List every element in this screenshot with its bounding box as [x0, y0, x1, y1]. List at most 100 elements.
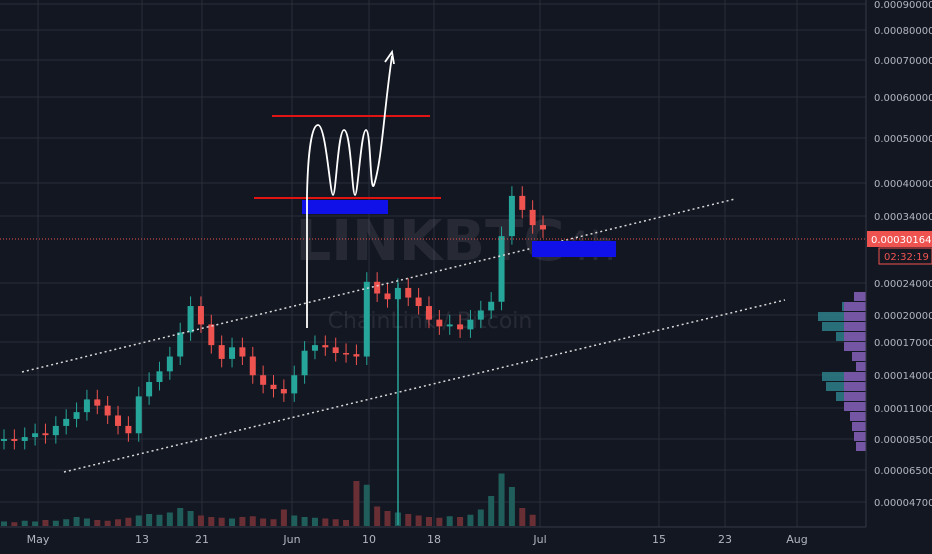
volume-bar — [436, 517, 443, 526]
volume-bar — [519, 508, 526, 526]
candle-body — [156, 371, 163, 383]
candle-body — [384, 293, 391, 300]
volume-bar — [343, 520, 350, 526]
drawings[interactable] — [0, 49, 866, 473]
candle-body — [405, 287, 412, 298]
y-tick-label: 0.00006500 — [874, 466, 932, 477]
volume-bar — [280, 509, 287, 526]
candle-body — [291, 375, 298, 394]
volume-bar — [291, 515, 298, 526]
volume-bar — [73, 517, 80, 526]
volume-bar — [83, 518, 90, 526]
volume-bar — [115, 519, 122, 526]
candles — [1, 186, 546, 525]
y-tick-label: 0.00008500 — [874, 435, 932, 446]
volume-bar — [218, 517, 225, 526]
volume-bar — [446, 516, 453, 526]
profile-bar-va — [844, 332, 866, 341]
volume-bar — [363, 484, 370, 526]
volume-bar — [146, 514, 153, 526]
candle-body — [239, 347, 246, 357]
candle-body — [63, 418, 70, 426]
profile-bar-va — [854, 432, 866, 441]
candle-body — [166, 356, 173, 372]
volume-bar — [457, 517, 464, 526]
volume-bar — [384, 511, 391, 526]
candle-body — [488, 301, 495, 311]
profile-bar-va — [854, 292, 866, 301]
candle-body — [73, 412, 80, 419]
retest-zone[interactable] — [532, 241, 616, 257]
profile-bar-va — [852, 352, 866, 361]
x-tick-label: Jun — [282, 533, 300, 546]
candle-body — [343, 353, 350, 355]
price-axis-bg — [866, 0, 932, 550]
price-axis[interactable]: 0.00090000 0.00080000 0.00070000 0.00060000… — [865, 0, 932, 550]
candle-body — [540, 225, 546, 230]
candle-body — [498, 236, 505, 302]
candle-body — [135, 396, 142, 434]
candle-body — [508, 195, 515, 237]
grid-lines — [0, 0, 866, 527]
candle-body — [311, 345, 318, 351]
channel-lower-line[interactable] — [63, 299, 786, 473]
candle-body — [115, 415, 122, 426]
candle-body — [353, 354, 360, 357]
y-tick-label: 0.00014000 — [874, 371, 932, 382]
x-tick-label: Aug — [786, 533, 807, 546]
volume-bar — [311, 517, 318, 526]
candle-body — [280, 389, 287, 394]
volume-bar — [11, 522, 18, 526]
candle-body — [477, 310, 484, 320]
volume-bar — [177, 508, 184, 526]
volume-bar — [42, 520, 49, 526]
volume-bar — [415, 515, 422, 526]
candle-body — [208, 324, 215, 346]
volume-bar — [1, 521, 7, 526]
y-tick-label: 0.00034000 — [874, 212, 932, 223]
profile-bar-va — [844, 402, 866, 411]
volume-bar — [239, 517, 246, 526]
profile-bar-va — [844, 372, 866, 381]
candle-body — [42, 433, 49, 436]
volume-bars — [1, 473, 536, 526]
candle-body — [260, 375, 267, 385]
x-tick-label: Jul — [532, 533, 546, 546]
channel-upper-line[interactable] — [21, 198, 736, 373]
volume-bar — [32, 521, 39, 526]
candle-body — [249, 356, 256, 376]
y-tick-label: 0.00070000 — [874, 56, 932, 67]
demand-zone[interactable] — [302, 200, 388, 214]
volume-bar — [353, 481, 360, 526]
candle-body — [218, 345, 225, 359]
x-tick-label: 10 — [362, 533, 376, 546]
profile-bar-va — [844, 392, 866, 401]
candle-body — [197, 306, 204, 325]
volume-bar — [197, 515, 204, 526]
volume-bar — [270, 519, 277, 526]
y-tick-label: 0.00080000 — [874, 26, 932, 37]
profile-bar-va — [844, 312, 866, 321]
candle-body — [467, 319, 474, 330]
candle-body — [446, 324, 453, 327]
y-tick-label: 0.00011000 — [874, 404, 932, 415]
candle-body — [229, 347, 236, 359]
y-tick-label: 0.00024000 — [874, 279, 932, 290]
profile-bar — [818, 312, 866, 321]
x-tick-label: 23 — [718, 533, 732, 546]
volume-bar — [52, 520, 59, 526]
profile-bar-va — [852, 422, 866, 431]
volume-bar — [322, 518, 329, 526]
profile-bar-va — [856, 362, 866, 371]
x-tick-label: 13 — [135, 533, 149, 546]
arrow-head — [384, 49, 395, 65]
volume-bar — [156, 514, 163, 526]
volume-bar — [467, 514, 474, 526]
projection-arrow[interactable] — [306, 55, 393, 328]
x-tick-label: 15 — [652, 533, 666, 546]
time-axis[interactable]: May 13 21 Jun 10 18 Jul 15 23 Aug — [0, 526, 866, 546]
candle-body — [322, 345, 329, 348]
candle-body — [374, 281, 381, 294]
